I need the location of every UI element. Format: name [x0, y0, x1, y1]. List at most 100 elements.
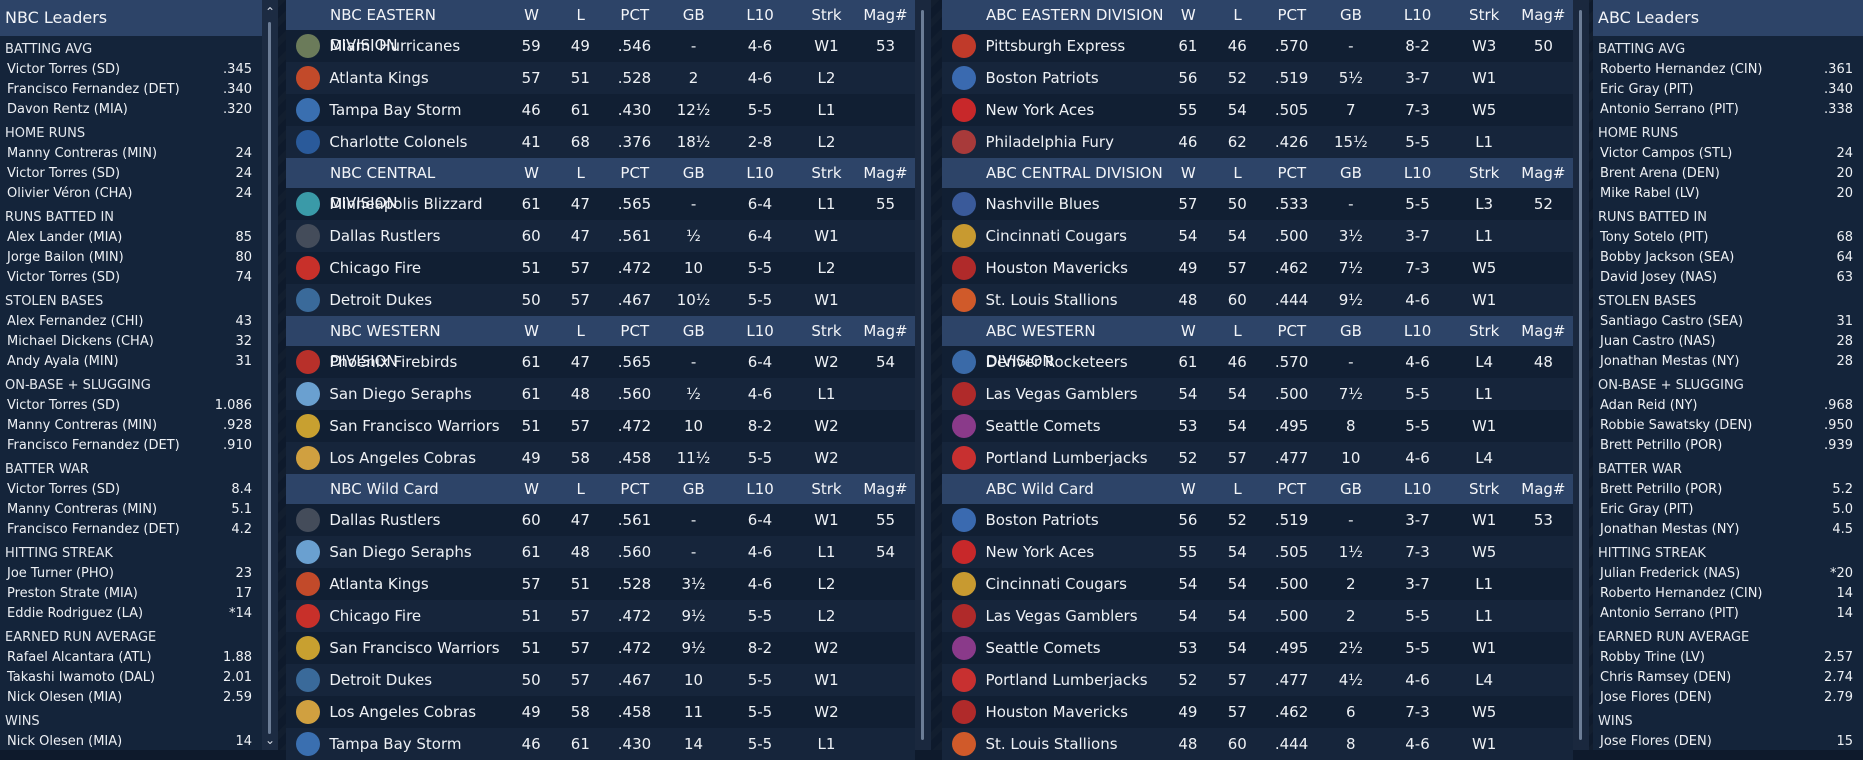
column-header[interactable]: L: [1233, 480, 1242, 498]
column-header[interactable]: GB: [1340, 164, 1362, 182]
team-row[interactable]: Detroit Dukes 50 57 .467 10 5-5 W1: [286, 664, 915, 696]
leader-player[interactable]: Manny Contreras (MIN): [7, 502, 158, 517]
team-name[interactable]: St. Louis Stallions: [985, 291, 1118, 309]
leader-row[interactable]: Robbie Sawatsky (DEN) .950: [1593, 416, 1863, 436]
leader-row[interactable]: Mike Rabel (LV) 20: [1593, 184, 1863, 204]
column-header[interactable]: PCT: [1277, 480, 1307, 498]
leader-row[interactable]: Takashi Iwamoto (DAL) 2.01: [0, 668, 262, 688]
leader-player[interactable]: Tony Sotelo (PIT): [1600, 230, 1709, 245]
leader-row[interactable]: Antonio Serrano (PIT) .338: [1593, 100, 1863, 120]
team-name[interactable]: Las Vegas Gamblers: [985, 385, 1138, 403]
leader-row[interactable]: Chris Ramsey (DEN) 2.74: [1593, 668, 1863, 688]
team-name[interactable]: Chicago Fire: [329, 259, 422, 277]
column-header[interactable]: PCT: [620, 322, 650, 340]
team-name[interactable]: Pittsburgh Express: [985, 37, 1126, 55]
leader-player[interactable]: Alex Lander (MIA): [7, 230, 123, 245]
team-name[interactable]: Houston Mavericks: [985, 259, 1128, 277]
abc-standings-scrollbar[interactable]: [1573, 0, 1589, 750]
leader-player[interactable]: Francisco Fernandez (DET): [7, 522, 180, 537]
leader-player[interactable]: Mike Rabel (LV): [1600, 186, 1700, 201]
leader-player[interactable]: Rafael Alcantara (ATL): [7, 650, 152, 665]
column-header[interactable]: L10: [1403, 164, 1432, 182]
team-row[interactable]: Boston Patriots 56 52 .519 - 3-7 W1 53: [942, 504, 1573, 536]
team-row[interactable]: Los Angeles Cobras 49 58 .458 11 5-5 W2: [286, 696, 915, 728]
leader-player[interactable]: Jonathan Mestas (NY): [1600, 522, 1740, 537]
leader-player[interactable]: Jose Flores (DEN): [1600, 734, 1712, 749]
leader-player[interactable]: Victor Torres (SD): [7, 482, 121, 497]
team-row[interactable]: Dallas Rustlers 60 47 .561 - 6-4 W1 55: [286, 504, 915, 536]
leader-player[interactable]: Victor Torres (SD): [7, 398, 121, 413]
team-name[interactable]: Boston Patriots: [985, 69, 1099, 87]
team-row[interactable]: Atlanta Kings 57 51 .528 2 4-6 L2: [286, 62, 915, 94]
column-header[interactable]: Mag#: [1521, 164, 1566, 182]
leader-player[interactable]: Takashi Iwamoto (DAL): [7, 670, 156, 685]
column-header[interactable]: PCT: [620, 6, 650, 24]
team-row[interactable]: Las Vegas Gamblers 54 54 .500 7½ 5-5 L1: [942, 378, 1573, 410]
team-name[interactable]: Cincinnati Cougars: [985, 227, 1127, 245]
team-row[interactable]: Charlotte Colonels 41 68 .376 18½ 2-8 L2: [286, 126, 915, 158]
leader-row[interactable]: Eric Gray (PIT) 5.0: [1593, 500, 1863, 520]
team-row[interactable]: Miami Hurricanes 59 49 .546 - 4-6 W1 53: [286, 30, 915, 62]
leader-player[interactable]: Chris Ramsey (DEN): [1600, 670, 1732, 685]
team-name[interactable]: San Diego Seraphs: [329, 543, 472, 561]
team-name[interactable]: Portland Lumberjacks: [985, 449, 1148, 467]
column-header[interactable]: W: [524, 6, 539, 24]
team-row[interactable]: Tampa Bay Storm 46 61 .430 14 5-5 L1: [286, 728, 915, 760]
team-row[interactable]: Minneapolis Blizzard 61 47 .565 - 6-4 L1 55: [286, 188, 915, 220]
leader-player[interactable]: Jonathan Mestas (NY): [1600, 354, 1740, 369]
leader-player[interactable]: Olivier Véron (CHA): [7, 186, 133, 201]
leader-player[interactable]: Antonio Serrano (PIT): [1600, 102, 1739, 117]
leader-row[interactable]: Eric Gray (PIT) .340: [1593, 80, 1863, 100]
column-header[interactable]: GB: [682, 6, 705, 24]
column-header[interactable]: GB: [682, 164, 705, 182]
leader-row[interactable]: Juan Castro (NAS) 28: [1593, 332, 1863, 352]
leader-player[interactable]: Bobby Jackson (SEA): [1600, 250, 1735, 265]
team-row[interactable]: Dallas Rustlers 60 47 .561 ½ 6-4 W1: [286, 220, 915, 252]
team-name[interactable]: San Francisco Warriors: [329, 639, 500, 657]
team-row[interactable]: Phoenix Firebirds 61 47 .565 - 6-4 W2 54: [286, 346, 915, 378]
leader-player[interactable]: Victor Torres (SD): [7, 62, 121, 77]
team-name[interactable]: St. Louis Stallions: [985, 735, 1118, 753]
leader-player[interactable]: Robbie Sawatsky (DEN): [1600, 418, 1753, 433]
column-header[interactable]: Strk: [811, 322, 842, 340]
team-name[interactable]: Tampa Bay Storm: [329, 101, 462, 119]
column-header[interactable]: PCT: [620, 480, 650, 498]
team-name[interactable]: Charlotte Colonels: [329, 133, 468, 151]
column-header[interactable]: GB: [1340, 480, 1362, 498]
team-name[interactable]: Los Angeles Cobras: [329, 703, 477, 721]
team-row[interactable]: Pittsburgh Express 61 46 .570 - 8-2 W3 50: [942, 30, 1573, 62]
leader-row[interactable]: Victor Torres (SD) 24: [0, 164, 262, 184]
team-row[interactable]: San Francisco Warriors 51 57 .472 10 8-2 W2: [286, 410, 915, 442]
team-row[interactable]: Portland Lumberjacks 52 57 .477 10 4-6 L4: [942, 442, 1573, 474]
team-row[interactable]: San Diego Seraphs 61 48 .560 - 4-6 L1 54: [286, 536, 915, 568]
team-row[interactable]: Portland Lumberjacks 52 57 .477 4½ 4-6 L4: [942, 664, 1573, 696]
column-header[interactable]: W: [1180, 164, 1196, 182]
column-header[interactable]: Mag#: [1521, 480, 1566, 498]
leader-row[interactable]: Manny Contreras (MIN) 5.1: [0, 500, 262, 520]
team-row[interactable]: Los Angeles Cobras 49 58 .458 11½ 5-5 W2: [286, 442, 915, 474]
leader-row[interactable]: Roberto Hernandez (CIN) 14: [1593, 584, 1863, 604]
leader-row[interactable]: Antonio Serrano (PIT) 14: [1593, 604, 1863, 624]
leader-player[interactable]: David Josey (NAS): [1600, 270, 1718, 285]
team-row[interactable]: Las Vegas Gamblers 54 54 .500 2 5-5 L1: [942, 600, 1573, 632]
nbc-leaders-scrollbar[interactable]: ⌃ ⌄: [262, 0, 278, 750]
column-header[interactable]: GB: [1340, 6, 1362, 24]
column-header[interactable]: W: [1180, 322, 1196, 340]
column-header[interactable]: L: [576, 6, 585, 24]
leader-row[interactable]: Alex Lander (MIA) 85: [0, 228, 262, 248]
column-header[interactable]: Strk: [1469, 322, 1500, 340]
leader-row[interactable]: Michael Dickens (CHA) 32: [0, 332, 262, 352]
column-header[interactable]: L10: [746, 6, 774, 24]
column-header[interactable]: Strk: [811, 164, 842, 182]
team-row[interactable]: Nashville Blues 57 50 .533 - 5-5 L3 52: [942, 188, 1573, 220]
column-header[interactable]: Strk: [1469, 6, 1500, 24]
leader-row[interactable]: Brent Arena (DEN) 20: [1593, 164, 1863, 184]
leader-row[interactable]: Robby Trine (LV) 2.57: [1593, 648, 1863, 668]
leader-player[interactable]: Victor Torres (SD): [7, 270, 121, 285]
team-name[interactable]: Phoenix Firebirds: [329, 353, 458, 371]
leader-player[interactable]: Victor Campos (STL): [1600, 146, 1733, 161]
leader-player[interactable]: Francisco Fernandez (DET): [7, 82, 180, 97]
leader-player[interactable]: Manny Contreras (MIN): [7, 418, 158, 433]
scroll-thumb[interactable]: [1579, 10, 1582, 740]
column-header[interactable]: L: [1233, 6, 1242, 24]
